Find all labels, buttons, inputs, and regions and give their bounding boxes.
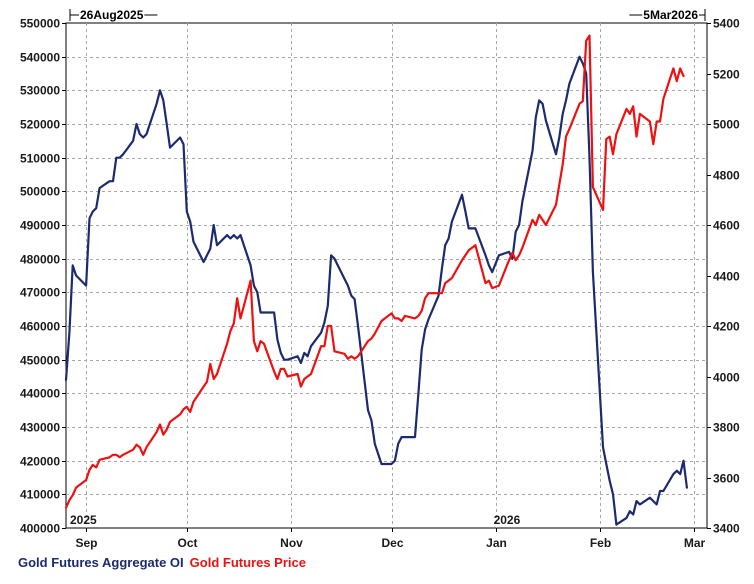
left-axis-tick-label: 550000 xyxy=(20,17,60,31)
right-axis-tick-label: 4400 xyxy=(713,270,740,284)
end-date-label: 5Mar2026 xyxy=(643,8,698,22)
left-axis-tick-label: 480000 xyxy=(20,253,60,267)
right-axis-tick-label: 4200 xyxy=(713,320,740,334)
left-axis-tick-label: 420000 xyxy=(20,455,60,469)
right-axis-tick-label: 3600 xyxy=(713,472,740,486)
x-axis-tick-label: Dec xyxy=(381,536,403,550)
right-axis-tick-label: 4000 xyxy=(713,371,740,385)
right-axis-tick-label: 4800 xyxy=(713,169,740,183)
left-axis-tick-label: 510000 xyxy=(20,152,60,166)
x-axis-tick-label: Jan xyxy=(486,536,507,550)
left-axis-tick-label: 460000 xyxy=(20,320,60,334)
right-axis-tick-label: 5000 xyxy=(713,118,740,132)
date-range-header: 26Aug2025 5Mar2026 xyxy=(69,8,706,22)
left-axis-tick-label: 410000 xyxy=(20,488,60,502)
gridlines xyxy=(66,23,707,528)
left-axis-tick-label: 520000 xyxy=(20,118,60,132)
axis-ticks: 400000 410000 420000 430000 440000 450000 4600… xyxy=(20,17,740,551)
right-axis-tick-label: 5400 xyxy=(713,17,740,31)
left-axis-tick-label: 540000 xyxy=(20,51,60,65)
left-axis-tick-label: 530000 xyxy=(20,84,60,98)
x-axis-tick-label: Nov xyxy=(280,536,303,550)
left-axis-tick-label: 470000 xyxy=(20,286,60,300)
x-axis-tick-label: Feb xyxy=(590,536,611,550)
year-label: 2026 xyxy=(494,513,521,527)
year-label: 2025 xyxy=(70,513,97,527)
right-axis-tick-label: 4600 xyxy=(713,219,740,233)
left-axis-tick-label: 430000 xyxy=(20,421,60,435)
legend: Gold Futures Aggregate OI Gold Futures Pr… xyxy=(18,555,312,570)
x-axis-tick-label: Sep xyxy=(75,536,97,550)
series-aggregate-oi-line xyxy=(64,55,689,526)
start-date-label: 26Aug2025 xyxy=(80,8,144,22)
right-axis-tick-label: 3800 xyxy=(713,421,740,435)
legend-entry-oi: Gold Futures Aggregate OI xyxy=(18,555,184,570)
left-axis-tick-label: 400000 xyxy=(20,522,60,536)
series-price-line xyxy=(64,34,685,509)
right-axis-tick-label: 3400 xyxy=(713,522,740,536)
right-axis-tick-label: 5200 xyxy=(713,68,740,82)
left-axis-tick-label: 500000 xyxy=(20,185,60,199)
x-axis-tick-label: Mar xyxy=(684,536,706,550)
x-axis-tick-label: Oct xyxy=(177,536,197,550)
legend-entry-price: Gold Futures Price xyxy=(189,555,306,570)
left-axis-tick-label: 450000 xyxy=(20,354,60,368)
series-lines xyxy=(64,34,689,526)
left-axis-tick-label: 440000 xyxy=(20,387,60,401)
left-axis-tick-label: 490000 xyxy=(20,219,60,233)
